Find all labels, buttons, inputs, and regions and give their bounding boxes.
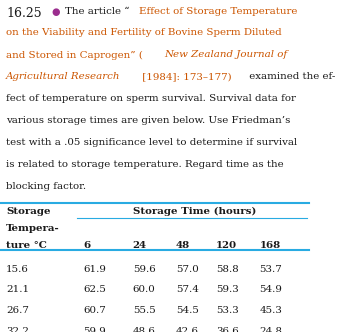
Text: The article “: The article “ [65, 7, 129, 16]
Text: 120: 120 [216, 241, 237, 250]
Text: 55.5: 55.5 [133, 306, 155, 315]
Text: fect of temperature on sperm survival. Survival data for: fect of temperature on sperm survival. S… [6, 94, 296, 103]
Text: 58.8: 58.8 [216, 265, 239, 274]
Text: 48: 48 [176, 241, 190, 250]
Text: 21.1: 21.1 [6, 286, 29, 294]
Text: 59.6: 59.6 [133, 265, 155, 274]
Text: various storage times are given below. Use Friedman’s: various storage times are given below. U… [6, 116, 291, 125]
Text: 60.7: 60.7 [83, 306, 106, 315]
Text: blocking factor.: blocking factor. [6, 182, 86, 191]
Text: 36.6: 36.6 [216, 327, 239, 332]
Text: 24: 24 [133, 241, 147, 250]
Text: 59.9: 59.9 [83, 327, 106, 332]
Text: 53.7: 53.7 [259, 265, 282, 274]
Text: ●: ● [51, 7, 60, 17]
Text: is related to storage temperature. Regard time as the: is related to storage temperature. Regar… [6, 160, 284, 169]
Text: Tempera-: Tempera- [6, 224, 60, 233]
Text: 57.4: 57.4 [176, 286, 199, 294]
Text: 45.3: 45.3 [259, 306, 282, 315]
Text: 54.5: 54.5 [176, 306, 199, 315]
Text: Storage Time (hours): Storage Time (hours) [133, 207, 256, 216]
Text: 53.3: 53.3 [216, 306, 239, 315]
Text: 24.8: 24.8 [259, 327, 282, 332]
Text: 57.0: 57.0 [176, 265, 199, 274]
Text: 48.6: 48.6 [133, 327, 155, 332]
Text: 16.25: 16.25 [6, 7, 42, 20]
Text: Storage: Storage [6, 207, 51, 216]
Text: examined the ef-: examined the ef- [246, 72, 335, 81]
Text: test with a .05 significance level to determine if survival: test with a .05 significance level to de… [6, 138, 297, 147]
Text: and Stored in Caprogen” (: and Stored in Caprogen” ( [6, 50, 143, 59]
Text: New Zealand Journal of: New Zealand Journal of [165, 50, 288, 59]
Text: 6: 6 [83, 241, 90, 250]
Text: 26.7: 26.7 [6, 306, 29, 315]
Text: 60.0: 60.0 [133, 286, 155, 294]
Text: 62.5: 62.5 [83, 286, 106, 294]
Text: 15.6: 15.6 [6, 265, 29, 274]
Text: 42.6: 42.6 [176, 327, 199, 332]
Text: 168: 168 [259, 241, 280, 250]
Text: on the Viability and Fertility of Bovine Sperm Diluted: on the Viability and Fertility of Bovine… [6, 29, 282, 38]
Text: Agricultural Research: Agricultural Research [6, 72, 121, 81]
Text: 54.9: 54.9 [259, 286, 282, 294]
Text: 32.2: 32.2 [6, 327, 29, 332]
Text: [1984]: 173–177): [1984]: 173–177) [139, 72, 232, 81]
Text: ture °C: ture °C [6, 241, 47, 250]
Text: 61.9: 61.9 [83, 265, 106, 274]
Text: 59.3: 59.3 [216, 286, 239, 294]
Text: Effect of Storage Temperature: Effect of Storage Temperature [139, 7, 298, 16]
